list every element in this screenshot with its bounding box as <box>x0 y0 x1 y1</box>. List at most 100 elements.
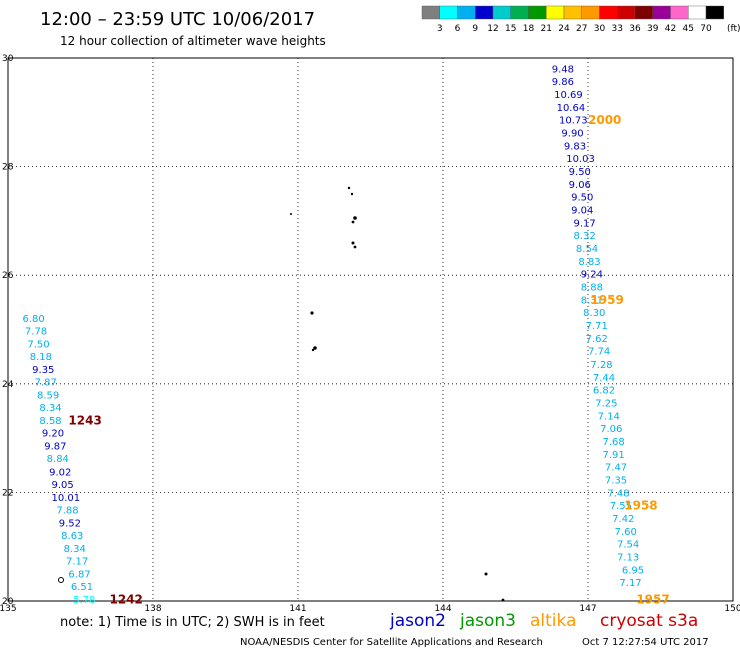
wave-height-point: 8.34 <box>64 544 86 555</box>
x-tick-label: 141 <box>289 604 306 614</box>
color-scale-label: 12 <box>487 24 498 34</box>
color-scale-label: 24 <box>558 24 570 34</box>
color-scale-label: 45 <box>683 24 694 34</box>
color-scale-label: 39 <box>647 24 659 34</box>
wave-height-point: 9.17 <box>574 219 596 230</box>
color-swatch <box>546 5 565 20</box>
x-tick-label: 144 <box>434 604 451 614</box>
x-tick-label: 135 <box>0 604 17 614</box>
y-tick-label: 24 <box>2 380 14 390</box>
wave-height-point: 7.14 <box>598 411 620 422</box>
wave-height-point: 8.84 <box>47 454 69 465</box>
x-tick-label: 138 <box>144 604 161 614</box>
wave-height-point: 7.91 <box>603 450 625 461</box>
pass-time-label: 2000 <box>588 113 621 127</box>
color-swatch <box>510 5 529 20</box>
wave-height-point: 8.32 <box>574 231 596 242</box>
wave-height-point: 9.50 <box>569 167 591 178</box>
wave-height-point: 7.78 <box>25 327 47 338</box>
x-tick-label: 147 <box>579 604 596 614</box>
wave-height-point: 8.30 <box>583 308 605 319</box>
wave-height-point: 10.73 <box>559 115 588 126</box>
color-scale-label: 18 <box>523 24 535 34</box>
x-tick-labels: 135 138 141 144 147 150 <box>0 604 740 614</box>
color-swatch <box>581 5 600 20</box>
satellite-legend: jason2 jason3 altika cryosat s3a <box>389 611 698 631</box>
wave-height-point: 7.17 <box>66 556 88 567</box>
wave-height-point: 8.63 <box>61 531 83 542</box>
color-swatch <box>652 5 671 20</box>
color-swatch <box>421 5 440 20</box>
wave-height-point: 8.83 <box>578 257 600 268</box>
wave-height-point: 7.55 <box>610 501 632 512</box>
wave-height-point: 8.58 <box>39 416 61 427</box>
wave-height-point: 9.50 <box>571 193 593 204</box>
wave-height-point: 9.20 <box>42 429 64 440</box>
footnote: note: 1) Time is in UTC; 2) SWH is in fe… <box>60 615 325 630</box>
color-swatch <box>688 5 707 20</box>
wave-height-point: 10.64 <box>557 103 586 114</box>
color-swatch <box>563 5 582 20</box>
color-swatch <box>617 5 636 20</box>
wave-height-point: 10.01 <box>52 493 81 504</box>
wave-height-point: 8.31 <box>581 296 603 307</box>
wave-height-point: 9.52 <box>59 518 81 529</box>
legend-entry: cryosat s3a <box>600 611 698 631</box>
color-scale-label: 3 <box>437 24 443 34</box>
color-scale-label: 9 <box>472 24 478 34</box>
wave-height-point: 7.25 <box>595 398 617 409</box>
color-scale-label: 42 <box>665 24 676 34</box>
legend-entry: altika <box>530 611 577 631</box>
wave-height-point: 9.90 <box>561 128 583 139</box>
color-scale-label: 21 <box>541 24 552 34</box>
wave-height-point: 9.48 <box>552 64 574 75</box>
wave-height-point: 9.83 <box>564 141 586 152</box>
color-swatch <box>599 5 618 20</box>
color-swatch <box>475 5 494 20</box>
y-tick-label: 26 <box>2 271 14 281</box>
wave-height-point: 7.54 <box>617 539 639 550</box>
color-swatch <box>439 5 458 20</box>
pass-time-label: 1243 <box>68 414 101 428</box>
color-swatch <box>634 5 653 20</box>
y-tick-label: 28 <box>2 163 14 173</box>
color-scale-label: 33 <box>612 24 623 34</box>
wave-height-point: 9.04 <box>571 206 593 217</box>
wave-height-point: 7.74 <box>588 347 610 358</box>
pass-time-label: 1242 <box>110 592 143 606</box>
pass-time-label: 1959 <box>590 293 623 307</box>
wave-height-point: 7.06 <box>600 424 622 435</box>
credit-text: NOAA/NESDIS Center for Satellite Applica… <box>240 637 543 648</box>
color-scale-label: 15 <box>505 24 516 34</box>
wave-height-point: 6.87 <box>68 569 90 580</box>
wave-height-point: 7.44 <box>593 373 615 384</box>
y-tick-label: 30 <box>2 54 14 64</box>
color-scale-label: 36 <box>629 24 641 34</box>
grid <box>8 58 733 601</box>
wave-height-point: 9.02 <box>49 467 71 478</box>
wave-height-point: 10.03 <box>566 154 595 165</box>
timestamp: Oct 7 12:27:54 UTC 2017 <box>582 637 709 648</box>
legend-entry: jason3 <box>459 611 516 631</box>
wave-height-point: 6.95 <box>622 566 644 577</box>
wave-height-point: 9.87 <box>44 442 66 453</box>
wave-height-point: 8.59 <box>37 391 59 402</box>
wave-height-point: 7.13 <box>617 553 639 564</box>
wave-height-point: 10.69 <box>554 90 583 101</box>
y-tick-labels: 20 22 24 26 28 30 <box>2 54 14 607</box>
color-swatch <box>705 5 724 20</box>
wave-height-point: 7.17 <box>619 578 641 589</box>
wave-height-point: 9.35 <box>32 365 54 376</box>
wave-height-point: 9.24 <box>581 270 603 281</box>
wave-height-point: 7.60 <box>615 527 637 538</box>
island-marks <box>58 186 505 602</box>
wave-height-point: 7.35 <box>605 475 627 486</box>
wave-height-point: 5.78 <box>73 595 95 606</box>
y-tick-label: 20 <box>2 597 14 607</box>
wave-height-point: 7.88 <box>56 505 78 516</box>
pass-time-label: 1958 <box>624 498 657 512</box>
pass-time-label: 1957 <box>636 592 669 606</box>
color-scale-label: 30 <box>594 24 606 34</box>
